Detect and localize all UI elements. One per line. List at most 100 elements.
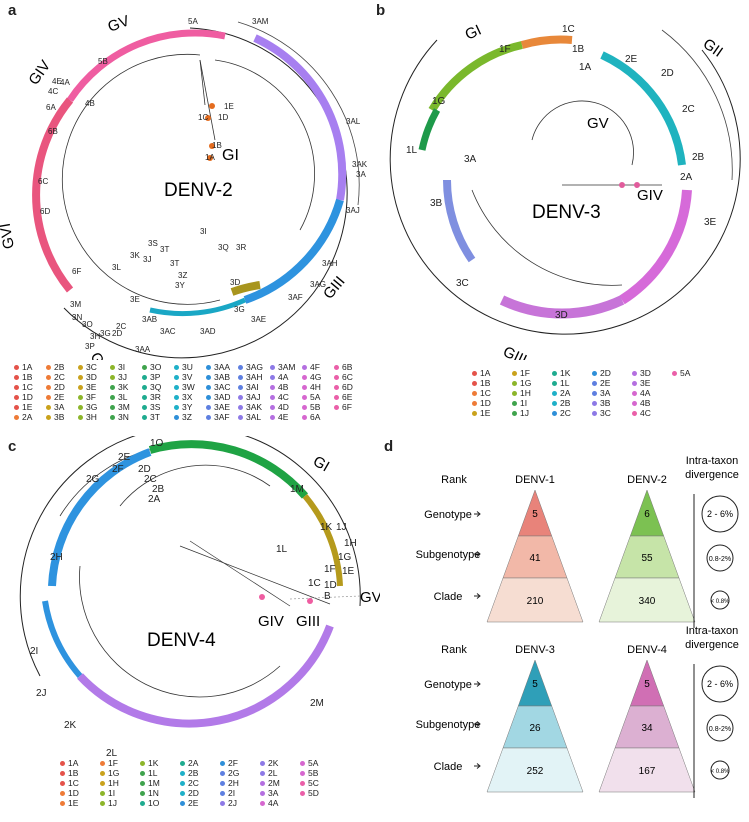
pyramid-title: DENV-3 — [515, 644, 555, 656]
svg-text:3T: 3T — [160, 245, 169, 254]
legend-label: 2F — [228, 758, 238, 768]
legend-label: 3V — [182, 372, 193, 382]
legend-label: 3AC — [214, 382, 231, 392]
svg-text:3T: 3T — [170, 259, 179, 268]
panel-d: d Rank Intra-taxon divergence Genotype Subge… — [382, 436, 749, 822]
legend-label: 1K — [560, 368, 571, 378]
svg-text:GI: GI — [310, 453, 332, 476]
legend-label: 3AG — [246, 362, 264, 372]
svg-text:1K: 1K — [320, 522, 333, 533]
legend-item: 1N — [140, 788, 159, 798]
legend-label: 2A — [22, 412, 33, 422]
legend-item: 1O — [140, 798, 159, 808]
legend-item: 3E — [78, 382, 96, 392]
svg-text:2L: 2L — [106, 748, 118, 756]
legend-item: 3R — [142, 392, 161, 402]
legend-item: 2G — [220, 768, 239, 778]
rank-label: Clade — [434, 591, 463, 603]
legend-label: 3AH — [246, 372, 263, 382]
legend-item: 3B — [46, 412, 64, 422]
svg-text:3I: 3I — [200, 227, 207, 236]
legend-label: 1F — [108, 758, 118, 768]
legend-label: 1B — [22, 372, 33, 382]
legend-label: 3I — [118, 362, 126, 372]
legend-label: 3X — [182, 392, 193, 402]
svg-text:5B: 5B — [98, 57, 108, 66]
genotype-label: GIV — [25, 57, 54, 88]
legend-item: 3S — [142, 402, 160, 412]
svg-text:3O: 3O — [82, 320, 93, 329]
svg-text:1B: 1B — [572, 44, 585, 55]
legend-item: 1I — [512, 398, 527, 408]
legend-label: 1H — [108, 778, 119, 788]
legend-item: 3Z — [174, 412, 192, 422]
svg-text:2D: 2D — [138, 464, 151, 475]
legend-dot — [512, 391, 517, 397]
divergence-header: divergence — [685, 639, 739, 651]
legend-item: 2D — [180, 788, 199, 798]
divergence-label: < 0.8% — [711, 599, 731, 605]
divergence-label: 2 - 6% — [707, 679, 733, 689]
legend-dot — [552, 391, 557, 397]
svg-text:1E: 1E — [224, 102, 234, 111]
legend-item: 2H — [220, 778, 239, 788]
svg-text:4B: 4B — [85, 99, 95, 108]
legend-label: 6A — [310, 412, 321, 422]
legend-label: 2A — [560, 388, 571, 398]
legend-item: 1E — [14, 402, 32, 412]
legend-item: 2E — [46, 392, 64, 402]
pyramid-title: DENV-2 — [627, 474, 667, 486]
legend-item: 4E — [270, 412, 288, 422]
legend-dot — [180, 781, 185, 787]
legend-item: 6B — [334, 362, 352, 372]
legend-item: 3AL — [238, 412, 261, 422]
legend-dot — [206, 375, 211, 381]
legend-label: 1F — [520, 368, 530, 378]
svg-text:6A: 6A — [46, 103, 56, 112]
legend-item: 3V — [174, 372, 192, 382]
legend-item: 3AB — [206, 372, 230, 382]
legend-dot — [78, 365, 83, 371]
panel-label: c — [8, 438, 17, 455]
legend-label: 3Z — [182, 412, 192, 422]
legend-label: 1O — [148, 798, 160, 808]
legend-label: 4A — [278, 372, 289, 382]
pyramid-band — [598, 747, 696, 793]
legend-label: 6F — [342, 402, 352, 412]
legend-label: 3AA — [214, 362, 231, 372]
legend-dot — [110, 415, 115, 421]
legend-dot — [140, 781, 145, 787]
legend-dot — [238, 375, 243, 381]
svg-text:3Y: 3Y — [175, 281, 185, 290]
legend-label: 2H — [228, 778, 239, 788]
legend-dot — [206, 405, 211, 411]
legend-dot — [174, 375, 179, 381]
legend-dot — [220, 791, 225, 797]
legend-dot — [552, 371, 557, 377]
legend-dot — [552, 401, 557, 407]
legend-dot — [60, 781, 65, 787]
legend-dot — [334, 375, 339, 381]
legend-item: 1L — [552, 378, 569, 388]
legend-item: 3U — [174, 362, 193, 372]
legend-item: 3E — [632, 378, 650, 388]
legend-dot — [302, 365, 307, 371]
divergence-label: 0.8-2% — [709, 556, 731, 563]
legend-label: 4B — [640, 398, 651, 408]
legend-dot — [260, 791, 265, 797]
legend-item: 4F — [302, 362, 320, 372]
legend-dot — [334, 385, 339, 391]
legend-label: 1C — [480, 388, 491, 398]
svg-text:1B: 1B — [212, 141, 222, 150]
svg-text:1F: 1F — [499, 44, 511, 55]
svg-text:3AA: 3AA — [135, 345, 151, 354]
legend-item: 3I — [110, 362, 125, 372]
legend-label: 3A — [268, 788, 279, 798]
rank-arrow — [474, 763, 481, 769]
legend-label: 4H — [310, 382, 321, 392]
legend-item: 2A — [552, 388, 570, 398]
legend-label: 5B — [308, 768, 319, 778]
svg-text:1G: 1G — [338, 552, 352, 563]
